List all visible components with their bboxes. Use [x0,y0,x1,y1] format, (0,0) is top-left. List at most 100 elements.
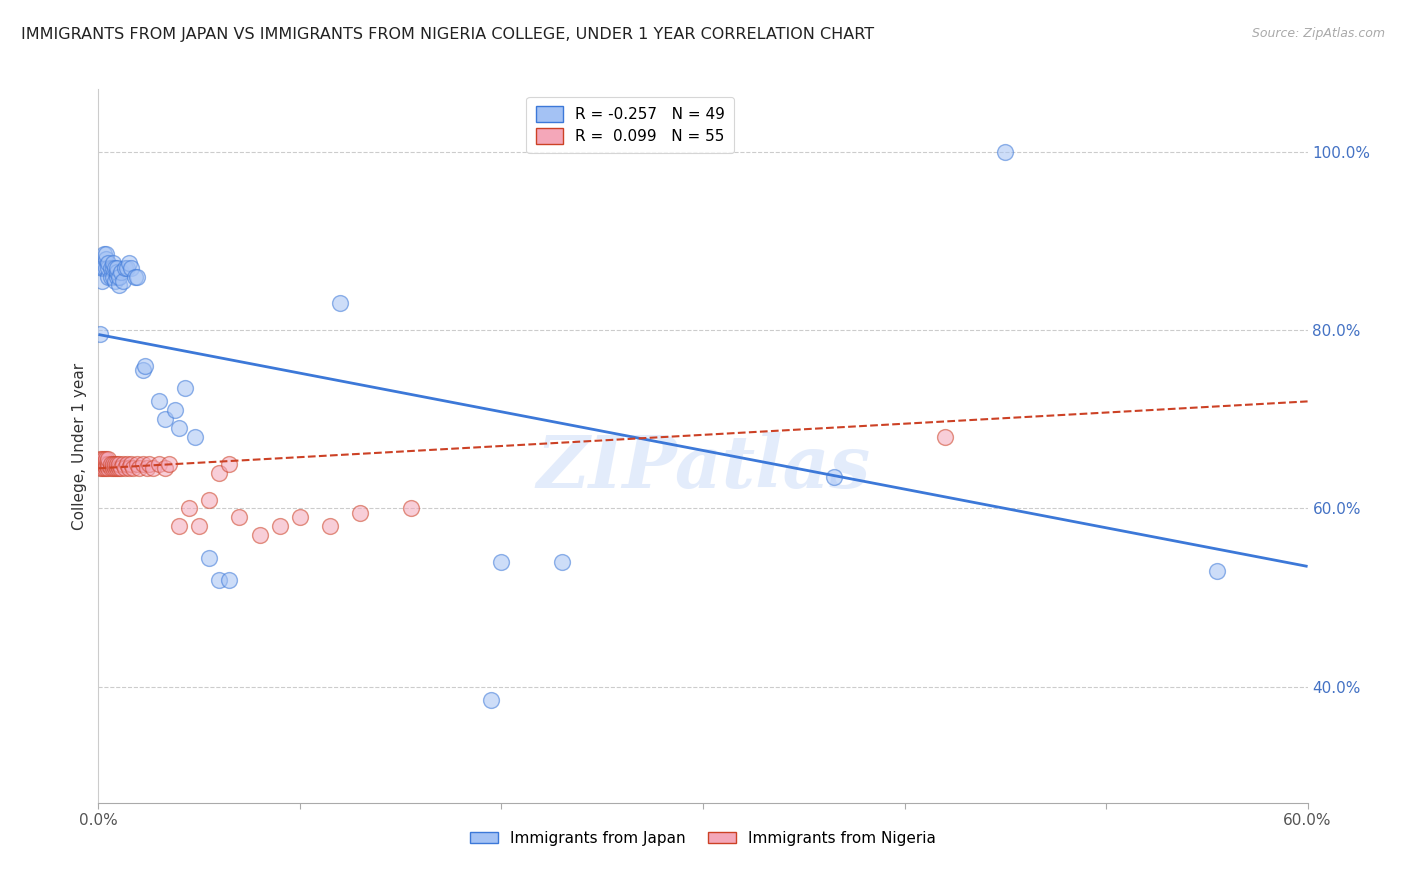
Point [93,260,115,275]
Point [125,269,148,284]
Point [120,260,142,275]
Point [97,457,120,471]
Point [142,461,165,475]
Point [89,327,111,342]
Point [97,452,120,467]
Point [329,296,352,310]
Point [93,457,115,471]
Point [93,452,115,467]
Point [107,278,129,293]
Point [96,247,118,261]
Point [91,461,114,475]
Point [101,461,124,475]
Point [118,256,141,270]
Point [174,381,197,395]
Point [319,519,342,533]
Point [103,274,125,288]
Point [100,457,122,471]
Point [100,260,122,275]
Point [157,457,180,471]
Point [100,461,122,475]
Point [153,412,176,426]
Point [97,256,120,270]
Point [208,573,231,587]
Point [124,269,146,284]
Point [134,359,156,373]
Y-axis label: College, Under 1 year: College, Under 1 year [72,362,87,530]
Point [103,461,125,475]
Point [121,461,143,475]
Text: ZIPatlas: ZIPatlas [536,432,870,503]
Point [349,506,371,520]
Point [97,269,120,284]
Point [228,510,250,524]
Point [167,421,190,435]
Point [184,430,207,444]
Point [91,457,114,471]
Point [97,461,120,475]
Point [208,466,231,480]
Point [163,403,186,417]
Point [551,555,574,569]
Point [103,457,125,471]
Point [399,501,422,516]
Point [269,519,291,533]
Point [1206,564,1229,578]
Point [115,457,138,471]
Point [96,457,118,471]
Point [101,256,124,270]
Point [288,510,311,524]
Point [198,550,221,565]
Point [89,457,111,471]
Text: IMMIGRANTS FROM JAPAN VS IMMIGRANTS FROM NIGERIA COLLEGE, UNDER 1 YEAR CORRELATI: IMMIGRANTS FROM JAPAN VS IMMIGRANTS FROM… [21,27,875,42]
Point [110,265,132,279]
Text: Source: ZipAtlas.com: Source: ZipAtlas.com [1251,27,1385,40]
Point [218,457,240,471]
Point [249,528,271,542]
Point [138,457,160,471]
Point [114,461,136,475]
Point [96,452,118,467]
Point [132,363,155,377]
Point [132,457,155,471]
Point [96,252,118,266]
Point [105,461,128,475]
Point [107,457,129,471]
Point [125,457,148,471]
Point [491,555,513,569]
Point [105,457,128,471]
Point [114,260,136,275]
Point [188,519,211,533]
Point [218,573,240,587]
Point [89,461,111,475]
Point [89,452,111,467]
Point [97,260,120,275]
Point [179,501,201,516]
Point [934,430,956,444]
Point [103,260,125,275]
Point [107,269,129,284]
Point [111,457,134,471]
Point [167,519,190,533]
Point [91,274,114,288]
Point [105,260,128,275]
Point [111,274,134,288]
Point [101,260,124,275]
Point [96,461,118,475]
Point [100,269,122,284]
Point [93,461,115,475]
Point [823,470,845,484]
Point [148,394,170,409]
Legend: Immigrants from Japan, Immigrants from Nigeria: Immigrants from Japan, Immigrants from N… [464,825,942,852]
Point [128,461,150,475]
Point [91,260,114,275]
Point [101,457,124,471]
Point [107,461,129,475]
Point [105,265,128,279]
Point [115,260,138,275]
Point [198,492,221,507]
Point [148,457,170,471]
Point [153,461,176,475]
Point [120,457,142,471]
Point [93,247,115,261]
